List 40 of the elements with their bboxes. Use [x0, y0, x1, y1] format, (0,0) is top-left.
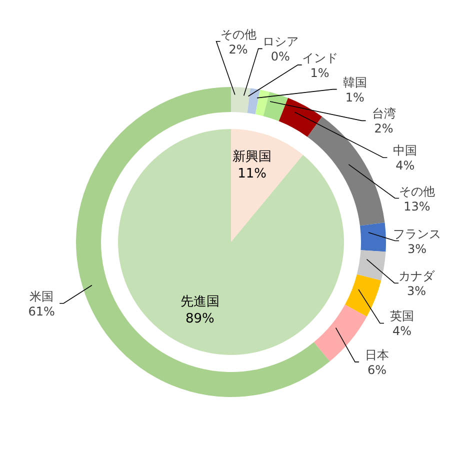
- slice-label: 先進国: [180, 294, 220, 310]
- slice-label: 日本: [365, 348, 390, 362]
- donut-slice: [231, 87, 250, 114]
- slice-label: 台湾: [372, 106, 396, 121]
- data-label: 61%: [28, 304, 55, 318]
- data-label: 4%: [396, 158, 415, 173]
- slice-label: フランス: [393, 226, 441, 241]
- data-label: 11%: [238, 166, 266, 182]
- text: 0%: [270, 50, 290, 64]
- donut-slice: [356, 250, 386, 281]
- donut-slice: [255, 90, 270, 116]
- data-label: 6%: [367, 362, 387, 377]
- data-label: 2%: [228, 42, 248, 56]
- data-label: 4%: [392, 324, 412, 338]
- donut-slice: [344, 274, 382, 317]
- slice-label: 中国: [393, 144, 418, 158]
- data-label: 1%: [310, 66, 330, 80]
- slice-label: 韓国: [342, 75, 367, 90]
- slice-label: カナダ: [398, 269, 436, 284]
- slice-label: インド: [302, 50, 338, 65]
- slice-label: 英国: [390, 309, 414, 324]
- data-label: 89%: [186, 311, 214, 326]
- donut-slice: [360, 222, 386, 252]
- data-label: 2%: [374, 122, 394, 136]
- donut-slice: [278, 98, 322, 137]
- pie-slice: [231, 129, 304, 242]
- data-label: 13%: [404, 199, 430, 214]
- donut-slice: [76, 87, 330, 397]
- category-label: ロシア: [262, 34, 298, 49]
- pie-slice: [118, 129, 344, 355]
- slice-label: その他: [399, 184, 435, 198]
- donut-slice: [263, 92, 288, 122]
- donut-slice: [314, 304, 367, 362]
- data-label: 3%: [406, 284, 426, 298]
- data-label: 1%: [345, 90, 364, 104]
- donut-slice: [247, 88, 260, 114]
- data-label: 3%: [407, 242, 427, 256]
- slice-label: 新興国: [232, 150, 272, 165]
- slice-label: 米国: [30, 289, 54, 304]
- slice-label: その他: [220, 27, 256, 42]
